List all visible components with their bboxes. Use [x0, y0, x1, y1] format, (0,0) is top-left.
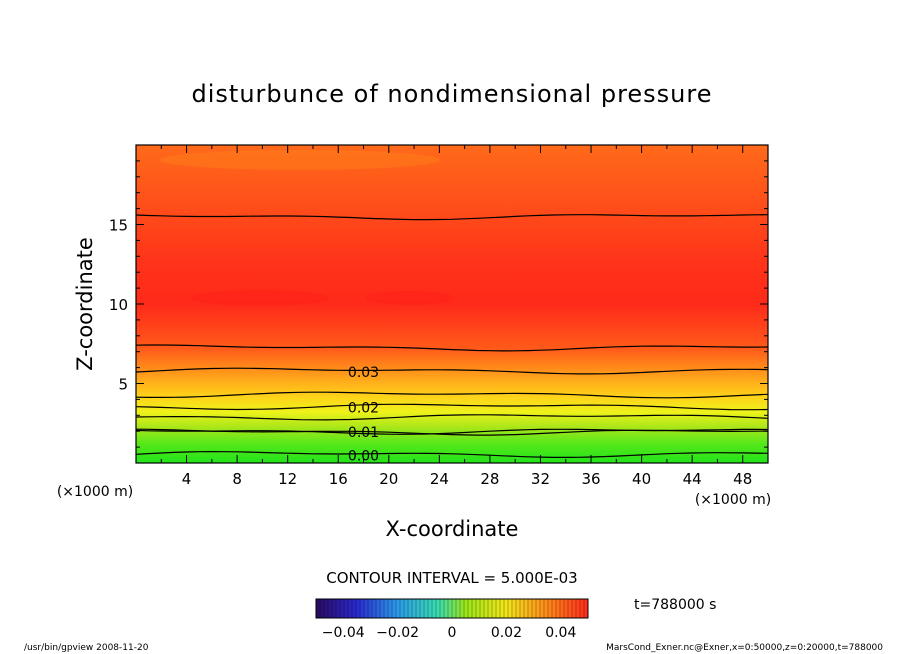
x-unit-label-right: (×1000 m): [695, 492, 771, 508]
footer-left: /usr/bin/gpview 2008-11-20: [24, 643, 149, 653]
contour-line: [135, 367, 769, 375]
x-tick-label: 16: [329, 470, 348, 488]
x-tick-label: 48: [733, 470, 752, 488]
x-axis-title: X-coordinate: [386, 517, 519, 541]
contour-line: [135, 344, 769, 352]
field-patch-mid-left: [190, 290, 330, 306]
colorbar-tick-labels: −0.04 −0.02 0 0.02 0.04: [322, 625, 577, 641]
contour-labels: 0.00 0.01 0.02 0.03: [348, 365, 379, 464]
footer-right: MarsCond_Exner.nc@Exner,x=0:50000,z=0:20…: [606, 643, 883, 653]
colorbar-stripes: [319, 599, 585, 618]
x-tick-label: 36: [581, 470, 600, 488]
x-tick-label: 32: [531, 470, 550, 488]
x-unit-label-left: (×1000 m): [57, 484, 133, 500]
x-axis-ticks: 4 8 12 16 20 24 28 32 36 40 44 48: [135, 145, 769, 488]
contour-line: [135, 214, 769, 221]
colorbar-tick-label: −0.04: [322, 625, 365, 641]
contour-interval-label: CONTOUR INTERVAL = 5.000E-03: [326, 569, 577, 587]
x-tick-label: 12: [278, 470, 297, 488]
y-axis-ticks: 5 10 15: [109, 144, 768, 464]
time-label: t=788000 s: [634, 597, 716, 613]
colorbar-frame: [315, 598, 589, 619]
contour-line: [135, 450, 769, 458]
contour-line: [135, 391, 769, 399]
colorbar-tick-label: 0.04: [545, 625, 576, 641]
colorbar-tick-label: 0.02: [491, 625, 522, 641]
chart-title: disturbunce of nondimensional pressure: [192, 80, 713, 108]
y-tick-label: 10: [109, 296, 128, 314]
field-patch-mid-center: [365, 291, 455, 305]
contour-lines: [135, 214, 769, 458]
y-tick-label: 15: [109, 217, 128, 235]
plot-area: 0.000.010.020.03 4 8 12 16 20 24 28 32 36 40 44 48 …: [109, 144, 769, 488]
contour-label: 0.01: [348, 425, 379, 441]
y-axis-title: Z-coordinate: [73, 237, 97, 371]
colorbar-tick-label: −0.02: [376, 625, 419, 641]
x-tick-label: 40: [632, 470, 651, 488]
x-tick-label: 8: [232, 470, 242, 488]
x-tick-label: 24: [430, 470, 449, 488]
contour-label: 0.03: [348, 365, 379, 381]
contour-line: [135, 414, 769, 421]
x-tick-label: 20: [379, 470, 398, 488]
colorbar: −0.04 −0.02 0 0.02 0.04: [315, 598, 589, 641]
contour-label: 0.02: [348, 401, 379, 417]
field-patch-top: [160, 150, 440, 170]
y-tick-label: 5: [118, 376, 128, 394]
contour-label: 0.00: [348, 448, 379, 464]
colorbar-tick-label: 0: [448, 625, 457, 641]
contour-line: [135, 403, 769, 411]
x-tick-label: 28: [480, 470, 499, 488]
x-tick-label: 44: [683, 470, 702, 488]
x-tick-label: 4: [182, 470, 192, 488]
contour-line: [135, 428, 769, 435]
